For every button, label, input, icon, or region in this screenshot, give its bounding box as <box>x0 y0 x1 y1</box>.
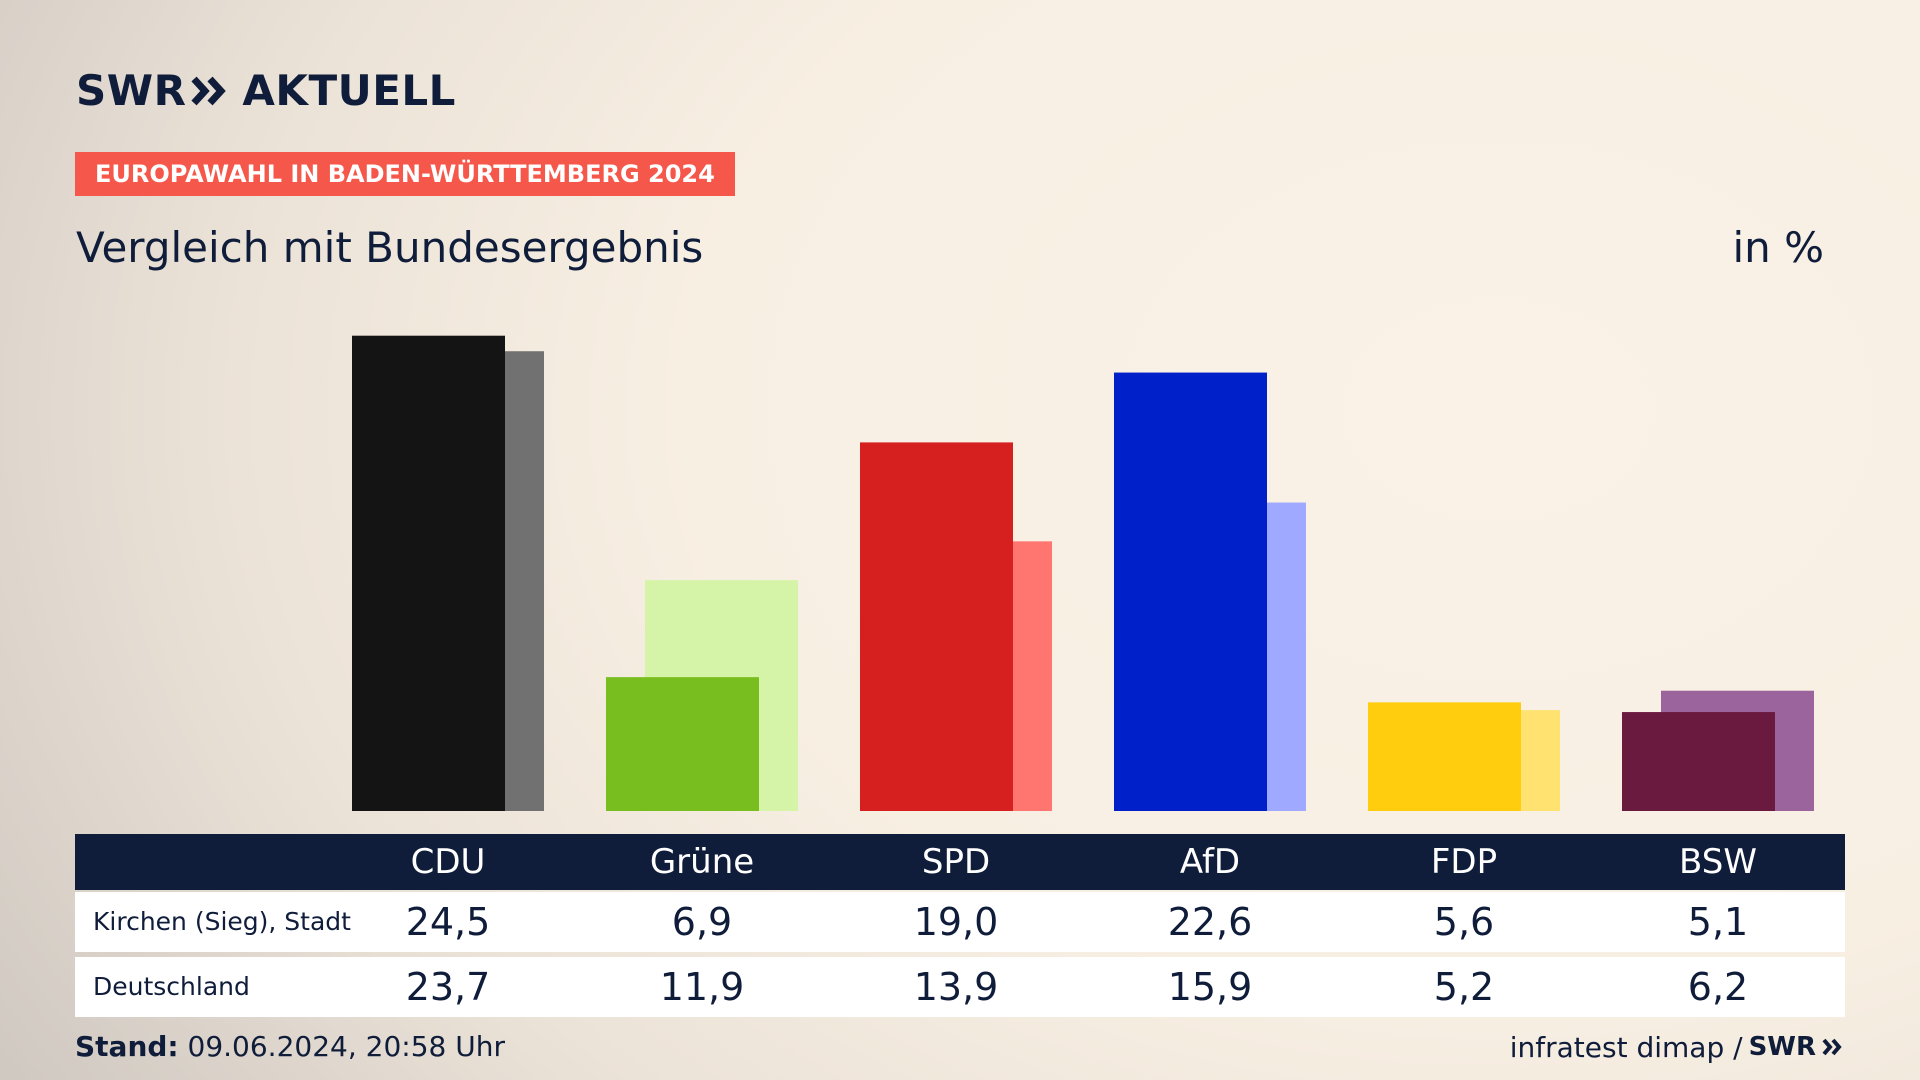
table-row-national: Deutschland 23,7 11,9 13,9 15,9 5,2 6,2 <box>75 957 1845 1017</box>
party-header-row: CDU Grüne SPD AfD FDP BSW <box>75 834 1845 890</box>
value-local-fdp: 5,6 <box>1433 900 1495 944</box>
chart-subtitle: Vergleich mit Bundesergebnis <box>76 223 704 272</box>
value-national-afd: 15,9 <box>1167 965 1253 1009</box>
row-label-local: Kirchen (Sieg), Stadt <box>93 907 351 936</box>
row-label-national: Deutschland <box>93 972 250 1001</box>
value-local-bsw: 5,1 <box>1687 900 1749 944</box>
value-national-spd: 13,9 <box>913 965 999 1009</box>
swr-small-logo-text: SWR <box>1748 1032 1816 1062</box>
bar-local-cdu <box>352 335 505 811</box>
party-label-fdp: FDP <box>1430 842 1498 882</box>
stand-label: Stand: <box>75 1030 179 1063</box>
value-local-afd: 22,6 <box>1167 900 1253 944</box>
double-chevron-small-icon <box>1822 1038 1842 1056</box>
value-national-bsw: 6,2 <box>1687 965 1749 1009</box>
bar-local-spd <box>860 442 1013 811</box>
logo-aktuell-text: AKTUELL <box>242 66 456 115</box>
stand-value: 09.06.2024, 20:58 Uhr <box>178 1030 505 1063</box>
double-chevron-icon <box>191 76 227 106</box>
table-row-local: Kirchen (Sieg), Stadt 24,5 6,9 19,0 22,6 5,6… <box>75 892 1845 952</box>
bar-local-bsw <box>1622 712 1775 811</box>
value-national-fdp: 5,2 <box>1433 965 1495 1009</box>
value-local-cdu: 24,5 <box>405 900 491 944</box>
value-local-spd: 19,0 <box>913 900 999 944</box>
bar-local-afd <box>1114 372 1267 811</box>
swr-aktuell-logo: SWR AKTUELL <box>76 66 456 116</box>
unit-label: in % <box>1732 223 1824 272</box>
party-label-spd: SPD <box>921 842 991 882</box>
election-badge: EUROPAWAHL IN BADEN-WÜRTTEMBERG 2024 <box>75 152 735 196</box>
timestamp: Stand: 09.06.2024, 20:58 Uhr <box>75 1030 505 1064</box>
bar-local-grüne <box>606 677 759 811</box>
source-text: infratest dimap / <box>1509 1030 1743 1064</box>
value-national-cdu: 23,7 <box>405 965 491 1009</box>
party-label-grüne: Grüne <box>649 842 755 882</box>
value-national-grüne: 11,9 <box>659 965 745 1009</box>
party-label-cdu: CDU <box>410 842 486 882</box>
party-label-afd: AfD <box>1179 842 1241 882</box>
logo-swr-text: SWR <box>76 66 187 115</box>
bar-local-fdp <box>1368 702 1521 811</box>
source-credit: infratest dimap / SWR <box>1510 1030 1844 1064</box>
value-local-grüne: 6,9 <box>671 900 733 944</box>
party-label-bsw: BSW <box>1679 842 1757 882</box>
